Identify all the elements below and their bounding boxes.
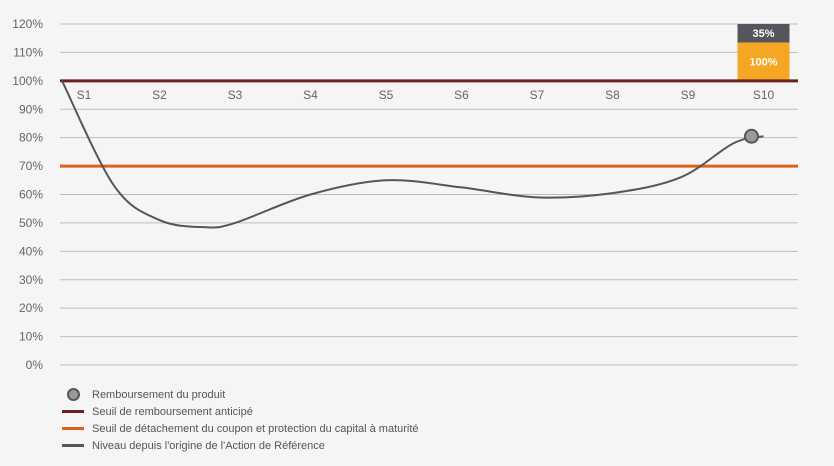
y-tick-label: 20%: [19, 301, 43, 315]
legend-item-seuil-remboursement: Seuil de remboursement anticipé: [62, 403, 419, 420]
markers: [744, 128, 759, 144]
bar-label: 35%: [752, 28, 774, 40]
y-tick-label: 80%: [19, 131, 43, 145]
y-tick-label: 110%: [13, 45, 43, 59]
y-tick-label: 100%: [12, 74, 43, 88]
x-tick-label: S7: [530, 88, 545, 102]
legend-line-icon: [62, 440, 84, 452]
x-tick-label: S4: [303, 88, 318, 102]
legend-line-icon: [62, 406, 84, 418]
y-tick-label: 30%: [19, 273, 43, 287]
bar-segment: [737, 42, 790, 81]
thresholds: [60, 79, 798, 168]
y-tick-label: 0%: [26, 358, 44, 372]
x-tick-label: S3: [228, 88, 243, 102]
x-tick-label: S6: [454, 88, 469, 102]
x-axis: S1 S2 S3 S4 S5 S6 S7 S8 S9 S10: [77, 88, 775, 102]
grid: [60, 23, 798, 366]
series: [61, 80, 764, 229]
chart: 0% 10% 20% 30% 40% 50% 60% 70% 80% 90% 100% 110% 120…: [12, 17, 798, 372]
x-tick-label: S8: [605, 88, 620, 102]
y-tick-label: 90%: [19, 102, 43, 116]
y-tick-label: 70%: [19, 159, 43, 173]
y-tick-label: 120%: [12, 17, 43, 31]
series-line: [61, 80, 764, 229]
x-tick-label: S9: [681, 88, 696, 102]
x-tick-label: S5: [379, 88, 394, 102]
legend-label: Niveau depuis l'origine de l'Action de R…: [92, 439, 325, 452]
legend-item-niveau: Niveau depuis l'origine de l'Action de R…: [62, 437, 419, 454]
y-tick-label: 50%: [19, 216, 43, 230]
legend-label: Seuil de détachement du coupon et protec…: [92, 422, 419, 435]
y-axis: 0% 10% 20% 30% 40% 50% 60% 70% 80% 90% 100% 110% 120…: [12, 17, 43, 372]
x-tick-label: S2: [152, 88, 167, 102]
legend-marker-icon: [62, 387, 84, 401]
legend-label: Seuil de remboursement anticipé: [92, 405, 253, 418]
legend-item-remboursement: Remboursement du produit: [62, 386, 419, 403]
legend: Remboursement du produit Seuil de rembou…: [62, 386, 419, 454]
y-tick-label: 10%: [19, 330, 43, 344]
legend-item-seuil-coupon: Seuil de détachement du coupon et protec…: [62, 420, 419, 437]
legend-label: Remboursement du produit: [92, 388, 226, 401]
y-tick-label: 60%: [19, 188, 43, 202]
legend-line-icon: [62, 423, 84, 435]
repayment-marker: [744, 128, 759, 144]
bar-segment: [737, 24, 790, 43]
y-tick-label: 40%: [19, 244, 43, 258]
stacked-bar: 100% 35%: [737, 24, 790, 81]
bar-label: 100%: [749, 57, 777, 69]
x-tick-label: S10: [753, 88, 775, 102]
x-tick-label: S1: [77, 88, 92, 102]
